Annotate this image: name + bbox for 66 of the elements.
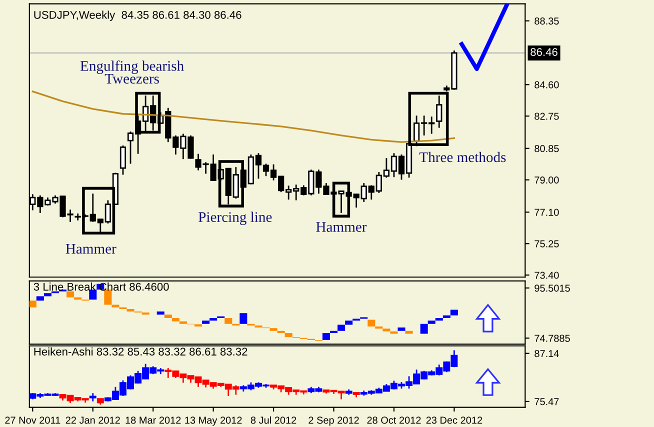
y-tick-label: 73.40 — [534, 272, 559, 279]
annotation: Three methods — [419, 152, 506, 162]
bar — [420, 324, 428, 334]
x-tick-label: 28 Oct 2012 — [367, 416, 421, 424]
bar — [112, 304, 120, 308]
x-tick-label: 27 Nov 2011 — [5, 416, 60, 424]
bar — [398, 327, 406, 331]
y-tick-label: 77.10 — [534, 208, 559, 216]
bar — [179, 321, 187, 324]
x-tick-label: 18 Mar 2012 — [126, 416, 181, 424]
bar — [224, 318, 232, 324]
bar — [450, 310, 458, 316]
bar — [390, 331, 398, 334]
ref-line-label: 86.46 — [530, 48, 558, 56]
text: USDJPY,Weekly 84.35 86.61 84.30 86.46 — [34, 10, 242, 22]
y-tick-label: 87.14 — [534, 350, 559, 358]
bar — [375, 326, 383, 329]
x-tick-label: 8 Jul 2012 — [250, 416, 296, 424]
y-tick-label: 74.7885 — [534, 334, 570, 342]
candlestick — [120, 144, 126, 176]
y-tick-label: 95.5015 — [534, 284, 570, 292]
line-series — [32, 90, 456, 143]
bar — [382, 328, 390, 332]
annotation: Piercing line — [198, 212, 272, 225]
x-tick-label: 23 Dec 2012 — [426, 416, 482, 424]
bar — [284, 333, 292, 338]
y-tick-label: 79.00 — [534, 176, 559, 184]
candlestick — [436, 94, 442, 129]
bar — [210, 318, 218, 321]
y-tick-label: 84.60 — [534, 81, 559, 88]
bar — [104, 290, 112, 305]
annotation: Hammer — [66, 244, 116, 254]
bar — [345, 320, 353, 325]
bar — [74, 297, 82, 300]
y-tick-label: 80.85 — [534, 145, 559, 152]
bar — [89, 290, 97, 300]
annotation: Engulfing bearish Tweezers — [80, 60, 184, 84]
bar — [240, 313, 248, 324]
bar — [29, 300, 36, 308]
bar — [36, 296, 44, 301]
bar — [277, 330, 285, 334]
y-tick-label: 75.47 — [534, 398, 559, 406]
bar — [172, 318, 180, 322]
bar — [405, 330, 413, 334]
bar — [322, 333, 330, 340]
bar — [66, 291, 74, 298]
bar — [202, 320, 210, 324]
bar — [156, 311, 164, 315]
x-tick-label: 22 Jan 2012 — [66, 416, 120, 424]
y-tick-label: 75.25 — [534, 240, 559, 248]
chart-title: Heiken-Ashi 83.32 85.43 83.32 86.61 83.32 — [34, 347, 248, 356]
bar — [442, 315, 450, 318]
bar — [330, 330, 338, 334]
bar — [270, 328, 278, 331]
bar — [44, 293, 52, 296]
bar — [428, 320, 436, 324]
y-tick-label: 88.35 — [534, 17, 559, 25]
bar — [435, 318, 443, 321]
bar — [368, 320, 376, 326]
x-tick-label: 2 Sep 2012 — [308, 416, 359, 426]
x-tick-label: 13 May 2012 — [185, 416, 242, 426]
bar — [164, 314, 172, 318]
bar — [338, 324, 346, 331]
bar — [142, 312, 150, 315]
annotation: Hammer — [316, 222, 367, 232]
y-tick-label: 82.75 — [534, 112, 559, 120]
